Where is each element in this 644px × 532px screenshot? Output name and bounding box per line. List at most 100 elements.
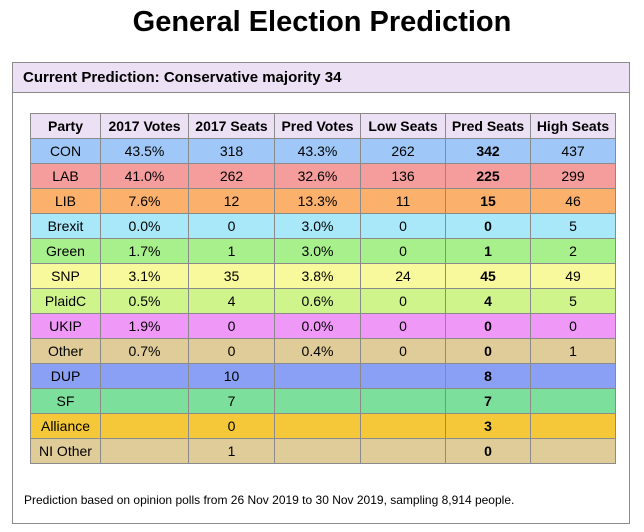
cell-pred-seats: 0 (445, 213, 531, 239)
cell-party: SNP (30, 263, 101, 289)
cell-low-seats: 136 (360, 163, 446, 189)
cell-2017-votes: 0.0% (100, 213, 189, 239)
prediction-panel: Current Prediction: Conservative majorit… (12, 62, 630, 524)
cell-pred-seats: 0 (445, 438, 531, 464)
table-row: DUP 10 8 (30, 363, 616, 389)
cell-high-seats: 1 (530, 338, 616, 364)
cell-pred-seats: 45 (445, 263, 531, 289)
cell-low-seats: 11 (360, 188, 446, 214)
cell-high-seats (530, 363, 616, 389)
cell-pred-seats: 0 (445, 313, 531, 339)
cell-pred-seats: 7 (445, 388, 531, 414)
cell-party: Green (30, 238, 101, 264)
cell-party: SF (30, 388, 101, 414)
cell-party: NI Other (30, 438, 101, 464)
cell-2017-votes: 7.6% (100, 188, 189, 214)
cell-2017-seats: 35 (188, 263, 275, 289)
cell-pred-votes (274, 438, 361, 464)
table-row: Green 1.7% 1 3.0% 0 1 2 (30, 238, 616, 264)
table-row: Brexit 0.0% 0 3.0% 0 0 5 (30, 213, 616, 239)
cell-2017-votes: 0.7% (100, 338, 189, 364)
cell-pred-votes: 32.6% (274, 163, 361, 189)
cell-2017-votes: 43.5% (100, 138, 189, 164)
cell-2017-seats: 1 (188, 238, 275, 264)
cell-low-seats: 0 (360, 313, 446, 339)
cell-pred-votes: 0.0% (274, 313, 361, 339)
cell-pred-votes: 13.3% (274, 188, 361, 214)
column-header-2017-votes: 2017 Votes (100, 113, 189, 139)
cell-pred-votes (274, 388, 361, 414)
cell-low-seats: 0 (360, 213, 446, 239)
cell-2017-seats: 0 (188, 413, 275, 439)
prediction-header: Current Prediction: Conservative majorit… (13, 63, 629, 93)
table-row: LIB 7.6% 12 13.3% 11 15 46 (30, 188, 616, 214)
cell-pred-votes: 3.0% (274, 213, 361, 239)
table-header-row: Party 2017 Votes 2017 Seats Pred Votes L… (30, 113, 616, 139)
cell-low-seats (360, 388, 446, 414)
cell-2017-votes: 0.5% (100, 288, 189, 314)
table-row: PlaidC 0.5% 4 0.6% 0 4 5 (30, 288, 616, 314)
table-row: SF 7 7 (30, 388, 616, 414)
table-row: CON 43.5% 318 43.3% 262 342 437 (30, 138, 616, 164)
cell-2017-seats: 4 (188, 288, 275, 314)
cell-pred-votes: 3.8% (274, 263, 361, 289)
prediction-table: Party 2017 Votes 2017 Seats Pred Votes L… (30, 113, 616, 464)
cell-party: LAB (30, 163, 101, 189)
cell-low-seats: 24 (360, 263, 446, 289)
cell-low-seats: 0 (360, 238, 446, 264)
cell-pred-votes: 0.6% (274, 288, 361, 314)
cell-pred-seats: 225 (445, 163, 531, 189)
cell-2017-seats: 318 (188, 138, 275, 164)
cell-2017-seats: 12 (188, 188, 275, 214)
cell-low-seats: 0 (360, 288, 446, 314)
cell-party: LIB (30, 188, 101, 214)
cell-high-seats: 437 (530, 138, 616, 164)
cell-pred-votes: 43.3% (274, 138, 361, 164)
column-header-2017-seats: 2017 Seats (188, 113, 275, 139)
cell-party: Alliance (30, 413, 101, 439)
cell-2017-votes: 41.0% (100, 163, 189, 189)
table-row: Other 0.7% 0 0.4% 0 0 1 (30, 338, 616, 364)
page-title: General Election Prediction (132, 6, 512, 38)
cell-pred-seats: 3 (445, 413, 531, 439)
cell-2017-seats: 262 (188, 163, 275, 189)
cell-low-seats: 0 (360, 338, 446, 364)
column-header-high-seats: High Seats (530, 113, 616, 139)
cell-party: DUP (30, 363, 101, 389)
cell-low-seats: 262 (360, 138, 446, 164)
cell-2017-seats: 10 (188, 363, 275, 389)
column-header-low-seats: Low Seats (360, 113, 446, 139)
cell-pred-votes (274, 363, 361, 389)
cell-2017-votes (100, 363, 189, 389)
cell-pred-votes: 0.4% (274, 338, 361, 364)
cell-high-seats: 0 (530, 313, 616, 339)
cell-pred-seats: 15 (445, 188, 531, 214)
cell-high-seats: 299 (530, 163, 616, 189)
cell-2017-votes (100, 388, 189, 414)
prediction-footnote: Prediction based on opinion polls from 2… (24, 493, 515, 507)
cell-high-seats: 2 (530, 238, 616, 264)
table-row: Alliance 0 3 (30, 413, 616, 439)
cell-party: Brexit (30, 213, 101, 239)
cell-party: UKIP (30, 313, 101, 339)
cell-low-seats (360, 413, 446, 439)
cell-pred-seats: 4 (445, 288, 531, 314)
cell-low-seats (360, 438, 446, 464)
cell-high-seats: 46 (530, 188, 616, 214)
cell-2017-seats: 0 (188, 338, 275, 364)
cell-party: CON (30, 138, 101, 164)
cell-2017-seats: 1 (188, 438, 275, 464)
cell-pred-votes (274, 413, 361, 439)
cell-party: PlaidC (30, 288, 101, 314)
cell-high-seats: 49 (530, 263, 616, 289)
cell-2017-seats: 7 (188, 388, 275, 414)
column-header-party: Party (30, 113, 101, 139)
cell-pred-seats: 8 (445, 363, 531, 389)
cell-2017-votes (100, 413, 189, 439)
cell-2017-votes: 3.1% (100, 263, 189, 289)
column-header-pred-seats: Pred Seats (445, 113, 531, 139)
cell-high-seats (530, 413, 616, 439)
cell-pred-seats: 0 (445, 338, 531, 364)
cell-high-seats (530, 388, 616, 414)
cell-high-seats: 5 (530, 288, 616, 314)
